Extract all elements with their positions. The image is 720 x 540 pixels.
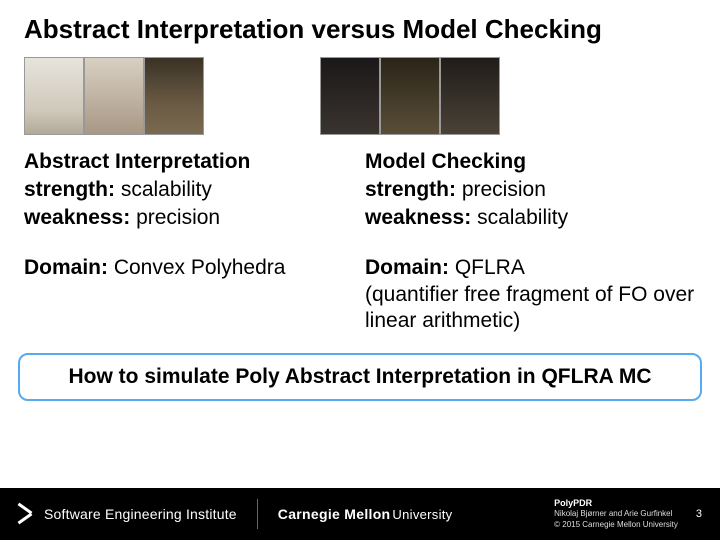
copyright: © 2015 Carnegie Mellon University — [554, 520, 678, 531]
person-photo — [84, 57, 144, 135]
weakness-label: weakness: — [365, 206, 471, 229]
footer-right: PolyPDR Nikolaj Bjørner and Arie Gurfink… — [554, 497, 706, 531]
domain-right: Domain: QFLRA (quantifier free fragment … — [365, 255, 696, 336]
domain-line: Domain: QFLRA — [365, 255, 696, 282]
strength-row: strength: scalability — [24, 177, 355, 204]
col-model-checking: Model Checking strength: precision weakn… — [365, 149, 696, 233]
slide-title: Abstract Interpretation versus Model Che… — [0, 0, 720, 49]
photo-row — [0, 49, 720, 135]
person-photo — [380, 57, 440, 135]
person-photo — [320, 57, 380, 135]
sei-logo: Software Engineering Institute — [14, 503, 237, 525]
photos-right — [320, 57, 500, 135]
domain-value: QFLRA — [449, 256, 525, 279]
talk-title: PolyPDR — [554, 497, 678, 509]
person-photo — [144, 57, 204, 135]
col-heading: Abstract Interpretation — [24, 149, 355, 176]
domain-left: Domain: Convex Polyhedra — [24, 255, 355, 336]
strength-value: precision — [456, 178, 546, 201]
strength-label: strength: — [24, 178, 115, 201]
domain-value: Convex Polyhedra — [108, 256, 285, 279]
weakness-label: weakness: — [24, 206, 130, 229]
col-heading: Model Checking — [365, 149, 696, 176]
col-abstract-interpretation: Abstract Interpretation strength: scalab… — [24, 149, 355, 233]
footer-meta: PolyPDR Nikolaj Bjørner and Arie Gurfink… — [554, 497, 678, 531]
footer-left: Software Engineering Institute Carnegie … — [14, 499, 453, 529]
sei-text: Software Engineering Institute — [44, 506, 237, 522]
cmu-main: Carnegie Mellon — [278, 506, 391, 522]
footer-bar: Software Engineering Institute Carnegie … — [0, 488, 720, 540]
cmu-sub: University — [392, 507, 452, 522]
strength-label: strength: — [365, 178, 456, 201]
domain-label: Domain: — [365, 256, 449, 279]
page-number: 3 — [696, 508, 702, 520]
authors: Nikolaj Bjørner and Arie Gurfinkel — [554, 509, 678, 520]
domain-label: Domain: — [24, 256, 108, 279]
domain-columns: Domain: Convex Polyhedra Domain: QFLRA (… — [0, 233, 720, 336]
slide: Abstract Interpretation versus Model Che… — [0, 0, 720, 540]
photos-left — [24, 57, 204, 135]
sei-mark-icon — [14, 503, 36, 525]
weakness-row: weakness: precision — [24, 205, 355, 232]
comparison-columns: Abstract Interpretation strength: scalab… — [0, 135, 720, 233]
domain-note: (quantifier free fragment of FO over lin… — [365, 282, 696, 336]
callout-box: How to simulate Poly Abstract Interpreta… — [18, 353, 702, 401]
person-photo — [440, 57, 500, 135]
footer-divider — [257, 499, 258, 529]
strength-row: strength: precision — [365, 177, 696, 204]
strength-value: scalability — [115, 178, 212, 201]
person-photo — [24, 57, 84, 135]
weakness-value: precision — [130, 206, 220, 229]
weakness-value: scalability — [471, 206, 568, 229]
weakness-row: weakness: scalability — [365, 205, 696, 232]
cmu-wordmark: Carnegie MellonUniversity — [278, 506, 453, 522]
